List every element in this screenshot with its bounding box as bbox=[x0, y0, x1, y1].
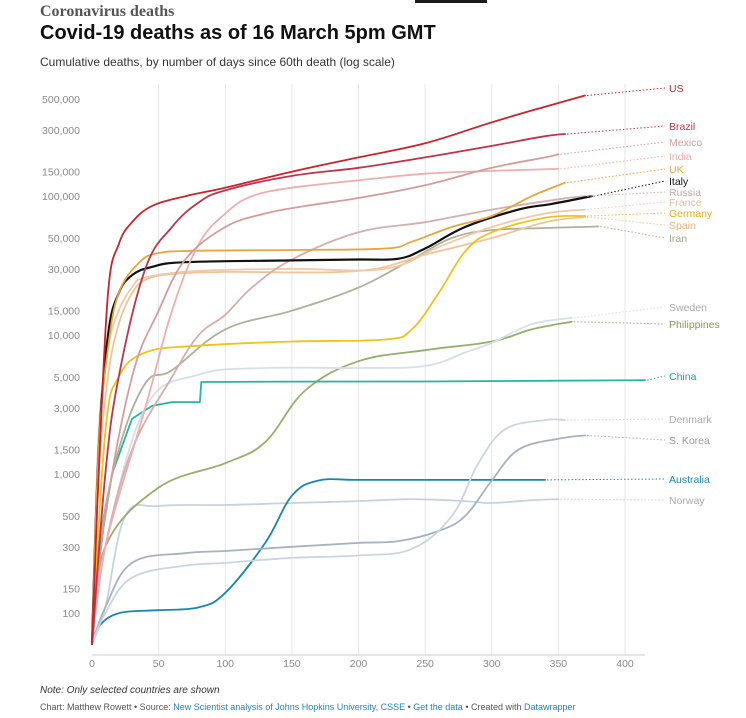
y-tick-label: 300 bbox=[62, 542, 80, 554]
leader-china bbox=[646, 375, 666, 381]
leader-iran bbox=[600, 226, 666, 239]
leader-norway bbox=[560, 498, 666, 501]
leader-uk bbox=[566, 168, 666, 184]
y-tick-label: 150 bbox=[62, 584, 80, 596]
series-label-us: US bbox=[669, 83, 684, 95]
y-tick-label: 3,000 bbox=[54, 403, 80, 415]
x-axis-ticks: 0 50 100 150 200 250 300 350 400 bbox=[89, 658, 634, 670]
leader-us bbox=[586, 87, 666, 96]
series-label-australia: Australia bbox=[669, 474, 710, 486]
series-line-spain bbox=[91, 215, 586, 645]
series-label-philippines: Philippines bbox=[669, 319, 720, 331]
leader-russia bbox=[587, 191, 666, 197]
y-tick-label: 300,000 bbox=[42, 125, 80, 137]
x-tick-label: 100 bbox=[216, 658, 234, 670]
leader-france bbox=[586, 201, 666, 211]
y-tick-label: 100,000 bbox=[42, 191, 80, 203]
series-label-iran: Iran bbox=[669, 233, 687, 245]
y-tick-label: 15,000 bbox=[48, 306, 80, 318]
series-line-italy bbox=[90, 195, 593, 646]
leader-mexico bbox=[560, 141, 666, 155]
series-label-italy: Italy bbox=[669, 176, 689, 188]
series-label-germany: Germany bbox=[669, 208, 713, 220]
x-tick-label: 300 bbox=[483, 658, 501, 670]
credit-prefix: Chart: Matthew Rowett • Source: bbox=[40, 702, 174, 712]
series-line-australia bbox=[91, 478, 546, 645]
series-label-sweden: Sweden bbox=[669, 302, 707, 314]
y-tick-label: 100 bbox=[62, 608, 80, 620]
y-tick-label: 500,000 bbox=[42, 94, 80, 106]
chart-credit: Chart: Matthew Rowett • Source: New Scie… bbox=[40, 702, 576, 712]
series-line-india bbox=[91, 168, 560, 645]
source-link[interactable]: New Scientist analysis of Johns Hopkins … bbox=[173, 702, 406, 712]
series-line-germany bbox=[91, 214, 586, 645]
leader-s-korea bbox=[587, 434, 666, 441]
y-tick-label: 1,000 bbox=[54, 469, 80, 481]
x-tick-label: 200 bbox=[350, 658, 368, 670]
chart-title: Covid-19 deaths as of 16 March 5pm GMT bbox=[40, 22, 436, 44]
series-line-mexico bbox=[91, 153, 560, 645]
chart-note: Note: Only selected countries are shown bbox=[40, 685, 220, 696]
x-tick-label: 150 bbox=[283, 658, 301, 670]
y-tick-label: 30,000 bbox=[48, 264, 80, 276]
series-line-uk bbox=[91, 181, 566, 645]
top-bar-tab bbox=[415, 0, 487, 3]
series-label-brazil: Brazil bbox=[669, 121, 695, 133]
datawrapper-link[interactable]: Datawrapper bbox=[524, 702, 576, 712]
get-data-link[interactable]: Get the data bbox=[413, 702, 463, 712]
series-line-norway bbox=[91, 498, 560, 645]
series-label-france: France bbox=[669, 197, 702, 209]
credit-sep: • bbox=[405, 702, 414, 712]
leader-australia bbox=[547, 478, 666, 481]
series-label-spain: Spain bbox=[669, 220, 696, 232]
leader-spain bbox=[586, 216, 666, 226]
series-line-denmark bbox=[91, 418, 566, 645]
chart-kicker: Coronavirus deaths bbox=[40, 3, 175, 20]
x-tick-label: 400 bbox=[616, 658, 634, 670]
y-tick-label: 150,000 bbox=[42, 167, 80, 179]
leader-india bbox=[560, 155, 666, 170]
label-leaders bbox=[547, 87, 666, 501]
top-bar bbox=[0, 0, 746, 3]
leader-germany bbox=[587, 212, 666, 217]
series-label-uk: UK bbox=[669, 164, 684, 176]
leader-italy bbox=[593, 180, 666, 197]
series-label-russia: Russia bbox=[669, 187, 701, 199]
series-labels: US Brazil Mexico IndiaUKItalyRussiaFranceGe… bbox=[669, 83, 720, 507]
series-line-russia bbox=[91, 195, 586, 645]
y-tick-label: 50,000 bbox=[48, 233, 80, 245]
series-label-india: India bbox=[669, 151, 692, 163]
leader-denmark bbox=[567, 418, 666, 421]
y-axis-ticks: 100 150 300 500 1,000 1,500 3,000 5,000 10,000 15… bbox=[42, 94, 80, 620]
series-lines bbox=[90, 94, 646, 646]
x-tick-label: 350 bbox=[550, 658, 568, 670]
series-label-china: China bbox=[669, 371, 697, 383]
y-tick-label: 5,000 bbox=[54, 372, 80, 384]
series-line-us bbox=[91, 94, 586, 645]
x-tick-label: 250 bbox=[416, 658, 434, 670]
line-chart: 1001503005001,0001,5003,0005,00010,00015… bbox=[42, 83, 720, 670]
series-label-s-korea: S. Korea bbox=[669, 435, 710, 447]
credit-created-with: • Created with bbox=[462, 702, 525, 712]
leader-brazil bbox=[567, 125, 666, 135]
x-tick-label: 50 bbox=[153, 658, 165, 670]
series-label-norway: Norway bbox=[669, 495, 705, 507]
y-tick-label: 1,500 bbox=[54, 445, 80, 457]
chart-subtitle: Cumulative deaths, by number of days sin… bbox=[40, 55, 395, 69]
y-tick-label: 10,000 bbox=[48, 330, 80, 342]
leader-sweden bbox=[573, 306, 666, 319]
series-line-brazil bbox=[91, 133, 566, 645]
gridlines bbox=[92, 84, 645, 656]
series-line-iran bbox=[91, 225, 600, 628]
series-label-mexico: Mexico bbox=[669, 137, 702, 149]
series-label-denmark: Denmark bbox=[669, 414, 712, 426]
leader-philippines bbox=[573, 321, 666, 325]
series-line-s-korea bbox=[91, 434, 586, 645]
y-tick-label: 500 bbox=[62, 511, 80, 523]
x-tick-label: 0 bbox=[89, 658, 95, 670]
series-line-philippines bbox=[91, 320, 573, 645]
series-line-sweden bbox=[91, 317, 573, 645]
